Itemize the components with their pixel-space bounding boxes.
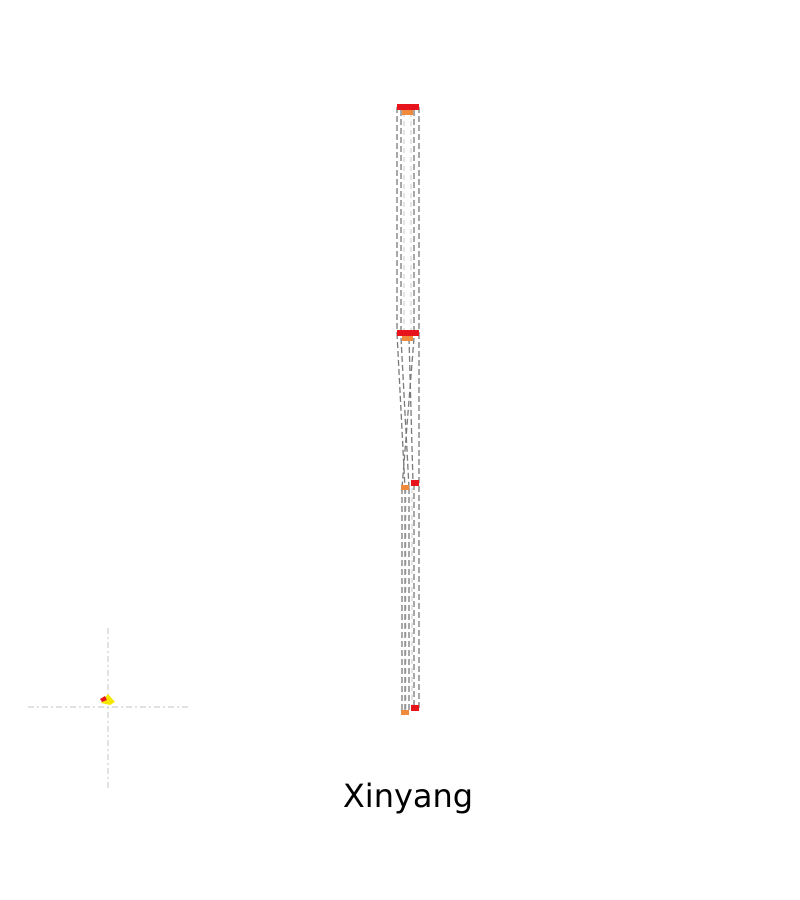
crosshair-marker-yellow-icon	[101, 694, 115, 705]
station-marker-primary	[397, 330, 419, 336]
station-marker-primary	[411, 480, 419, 486]
track-lines	[396, 106, 420, 712]
station-marker-primary	[397, 104, 419, 110]
station-markers	[397, 104, 419, 715]
track-diagonal-c	[401, 337, 415, 489]
station-marker-primary	[411, 705, 419, 711]
station-name-caption: Xinyang	[342, 777, 474, 815]
track-diagonal-a	[396, 332, 406, 489]
track-diagonal-d	[408, 337, 414, 485]
station-marker-secondary	[402, 336, 413, 341]
crosshair-marker-red-icon	[100, 696, 107, 702]
station-marker-secondary	[401, 710, 409, 715]
track-faint-lines	[403, 112, 413, 712]
station-marker-secondary	[402, 110, 413, 115]
reference-crosshair	[28, 628, 188, 788]
track-diagonal-b	[400, 337, 410, 489]
station-marker-secondary	[401, 485, 409, 490]
